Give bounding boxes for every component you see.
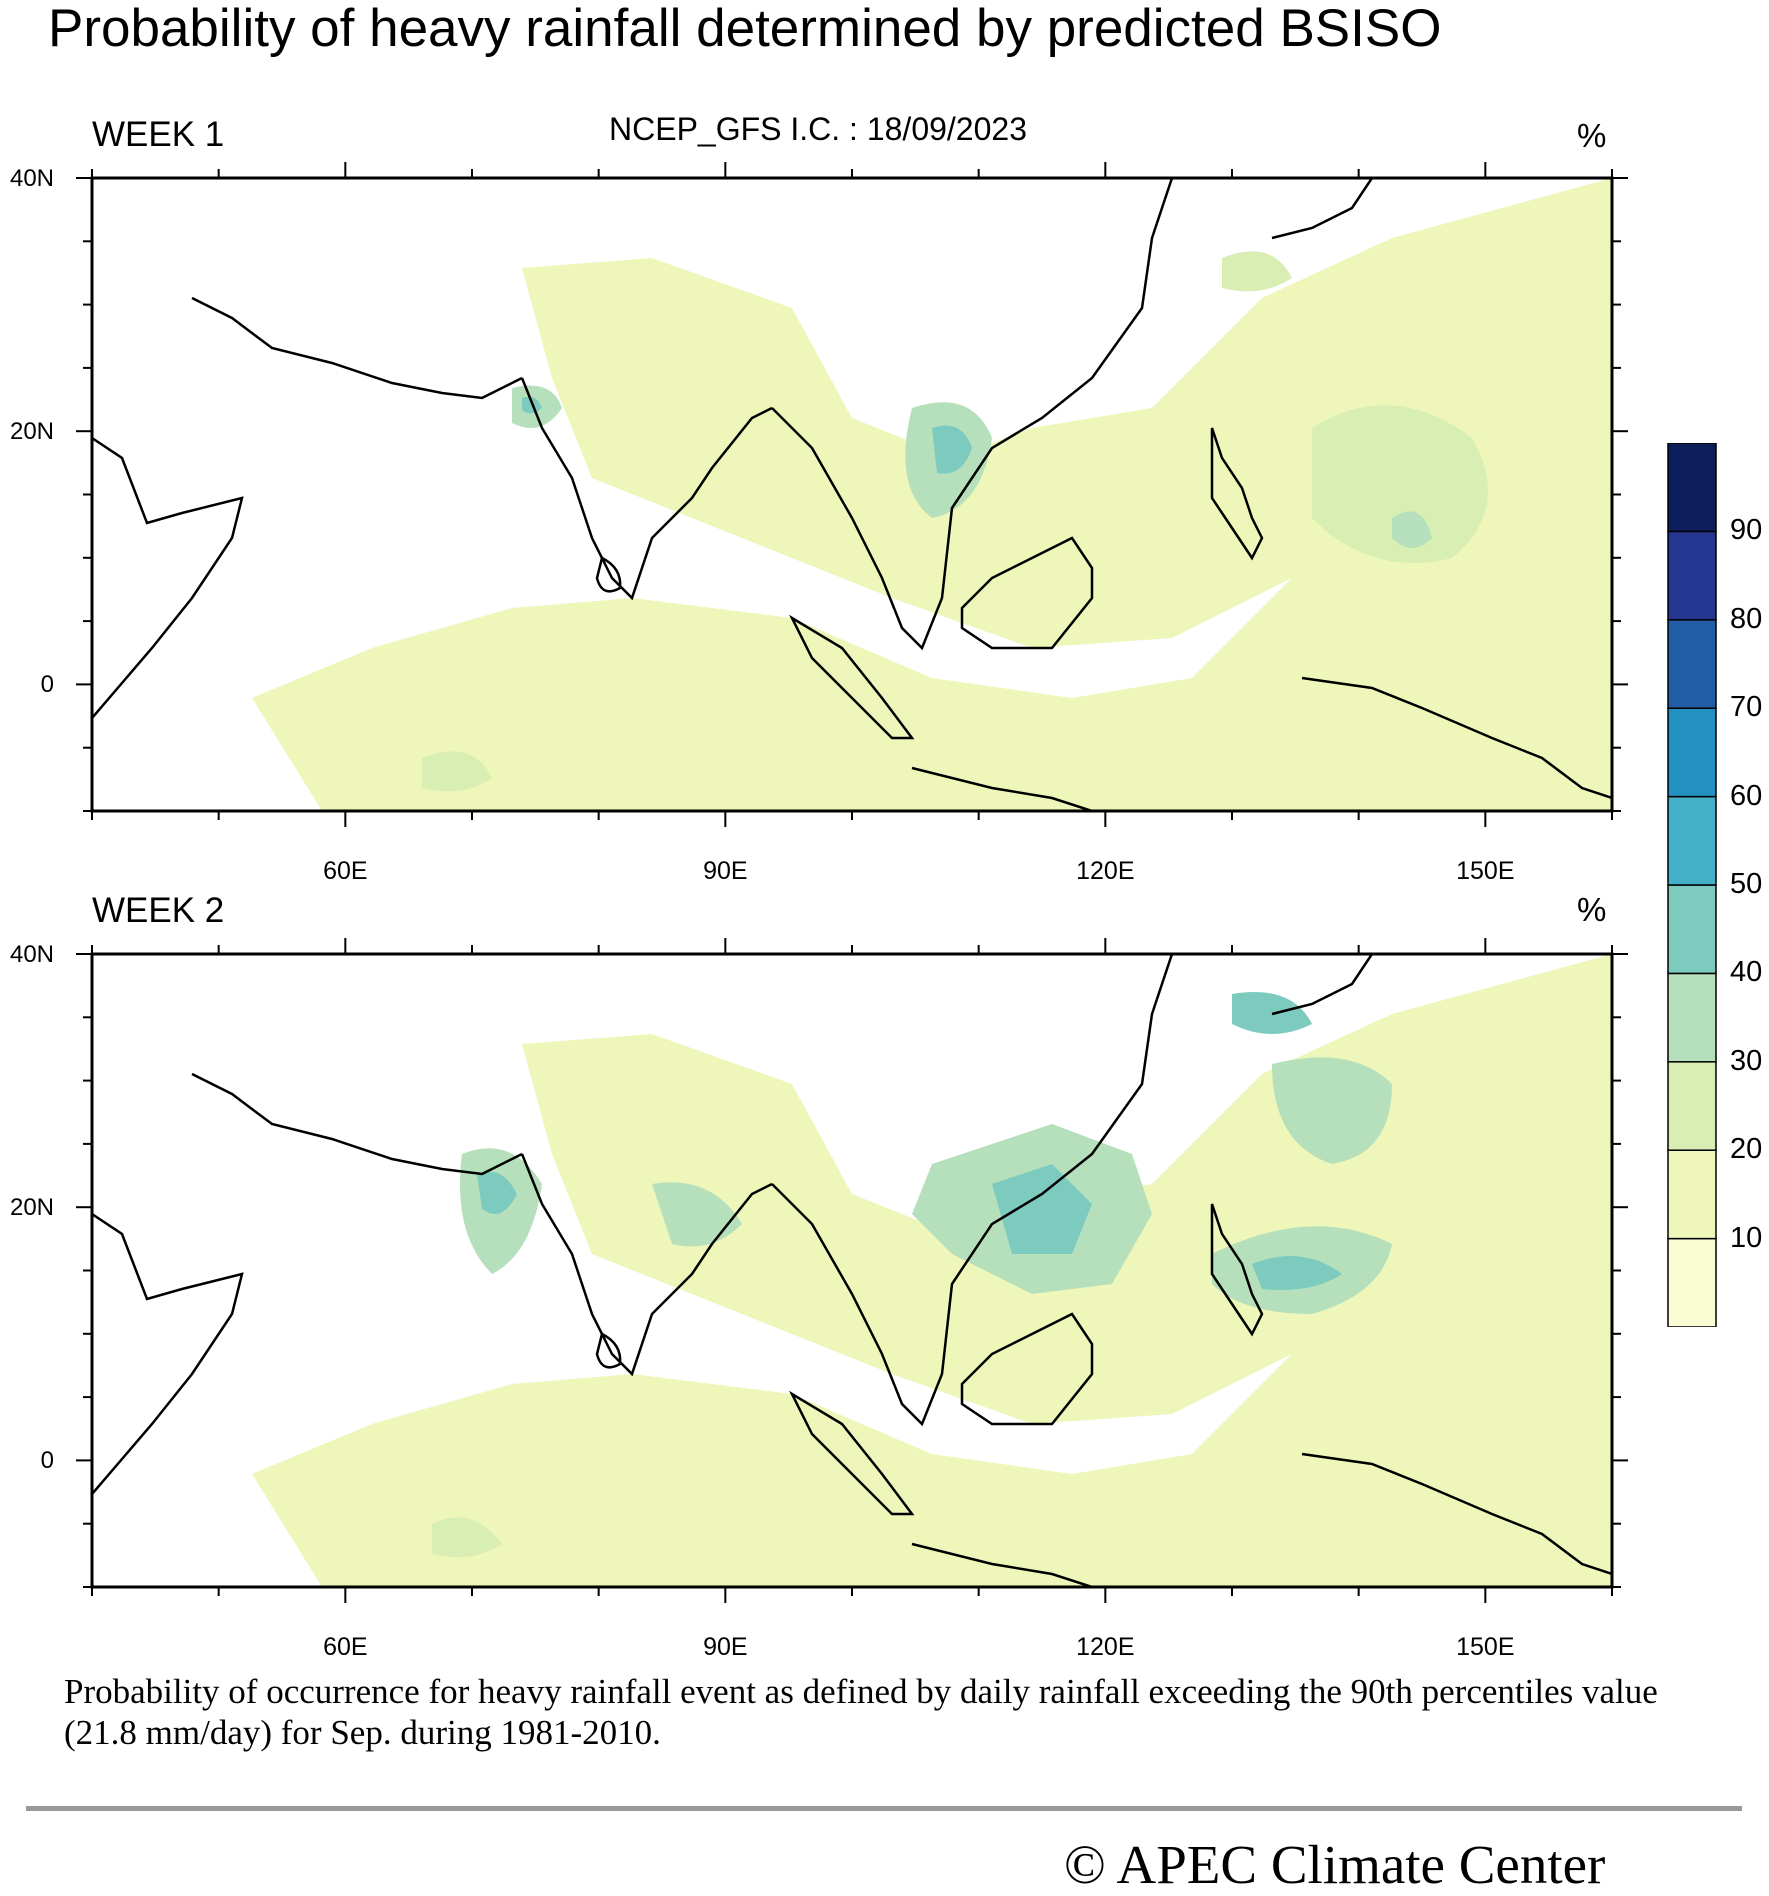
week2-lat-label: 40N <box>9 941 54 968</box>
week1-lat-label: 0 <box>40 671 54 699</box>
colorbar-label: 20 <box>1730 1133 1763 1166</box>
week2-frame <box>90 952 1614 1589</box>
week1-map <box>92 178 1612 811</box>
week2-coastlines <box>92 954 1612 1587</box>
week2-lon-label: 120E <box>1076 1633 1135 1661</box>
week1-probability-field <box>252 178 1612 811</box>
colorbar-label: 50 <box>1730 868 1763 900</box>
week1-label: WEEK 1 <box>92 115 225 154</box>
week2-lon-label: 60E <box>323 1633 368 1661</box>
copyright: © APEC Climate Center <box>1064 1834 1606 1895</box>
week1-lat-label: 20N <box>9 418 54 446</box>
week2-lon-label: 90E <box>703 1633 748 1661</box>
colorbar-segment <box>1667 795 1717 886</box>
colorbar-segment <box>1667 884 1717 975</box>
colorbar-label: 10 <box>1730 1221 1763 1254</box>
colorbar-segment <box>1667 1061 1717 1151</box>
colorbar-segment <box>1667 619 1717 709</box>
colorbar-segment <box>1667 972 1717 1063</box>
colorbar-segment <box>1667 1149 1717 1240</box>
colorbar-label: 60 <box>1730 779 1763 812</box>
week2-mask <box>862 1086 952 1128</box>
week1-frame <box>90 176 1614 813</box>
colorbar-segment <box>1667 443 1717 533</box>
week2-lat-label: 20N <box>9 1194 54 1222</box>
colorbar-label: 90 <box>1730 514 1763 547</box>
week1-lon-label: 90E <box>703 857 748 885</box>
colorbar-label: 70 <box>1730 691 1763 724</box>
week1-unit-label: % <box>1577 117 1607 154</box>
colorbar <box>1667 443 1717 1327</box>
initial-condition-label: NCEP_GFS I.C. : 18/09/2023 <box>609 111 1027 147</box>
colorbar-segment <box>1667 707 1717 798</box>
colorbar-label: 30 <box>1730 1044 1763 1077</box>
week1-mask <box>862 310 952 352</box>
week2-probability-field <box>252 954 1612 1587</box>
colorbar-segment <box>1667 530 1717 621</box>
week2-lat-label: 0 <box>40 1447 54 1475</box>
week1-lat-label: 40N <box>9 165 54 192</box>
footnote: Probability of occurrence for heavy rain… <box>64 1672 1658 1752</box>
week1-lon-label: 120E <box>1076 857 1135 885</box>
week2-map <box>92 954 1612 1587</box>
colorbar-label: 40 <box>1730 956 1763 989</box>
colorbar-label: 80 <box>1730 602 1763 635</box>
week2-unit-label: % <box>1577 891 1607 928</box>
page-title: Probability of heavy rainfall determined… <box>48 0 1442 58</box>
week2-lon-label: 150E <box>1456 1633 1515 1661</box>
week1-coastlines <box>92 178 1612 811</box>
week1-lon-label: 60E <box>323 857 368 885</box>
week2-label: WEEK 2 <box>92 891 225 930</box>
colorbar-segment <box>1667 1237 1717 1327</box>
divider <box>26 1806 1742 1811</box>
week1-lon-label: 150E <box>1456 857 1515 885</box>
